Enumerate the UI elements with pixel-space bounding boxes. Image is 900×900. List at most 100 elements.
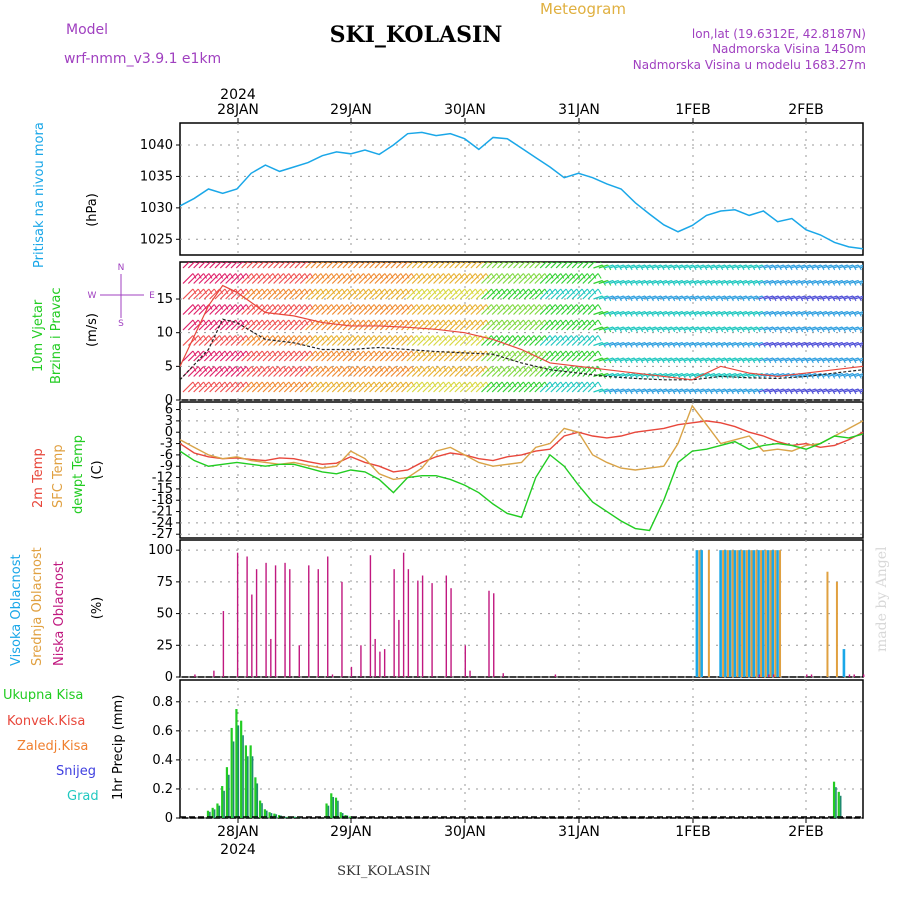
wind-barb bbox=[758, 341, 768, 347]
wind-barb-tick bbox=[256, 288, 261, 295]
wind-barb bbox=[427, 381, 439, 393]
wind-barb bbox=[187, 262, 196, 269]
cloud-ytick-label: 0 bbox=[165, 670, 173, 685]
wind-barb-tick bbox=[427, 304, 431, 310]
wind-barb bbox=[251, 350, 263, 362]
wind-barb-tick bbox=[245, 304, 250, 310]
wind-barb bbox=[395, 366, 407, 377]
wind-barb bbox=[721, 357, 731, 362]
wind-barb bbox=[534, 350, 546, 362]
wind-barb bbox=[411, 304, 423, 315]
wind-barb-tick bbox=[400, 350, 405, 357]
wind-barb bbox=[577, 366, 588, 377]
wind-barb-tick bbox=[475, 319, 479, 326]
wind-barb bbox=[283, 304, 295, 315]
wind-barb bbox=[502, 262, 510, 269]
wind-barb bbox=[379, 288, 391, 300]
low-cloud-bar bbox=[284, 562, 286, 677]
wind-barb-tick bbox=[203, 273, 208, 279]
wind-barb bbox=[758, 388, 768, 393]
low-cloud-bar bbox=[502, 673, 504, 677]
mid-cloud-bar bbox=[698, 550, 701, 677]
wind-barb bbox=[758, 326, 768, 331]
wind-barb bbox=[827, 341, 838, 347]
wind-barb-tick bbox=[869, 327, 872, 332]
wind-barb-tick bbox=[475, 288, 479, 295]
wind-barb bbox=[433, 350, 444, 362]
wind-barb bbox=[710, 357, 720, 362]
high-cloud-bar bbox=[724, 550, 727, 677]
wind-barb-tick bbox=[293, 335, 298, 341]
low-cloud-bar bbox=[488, 590, 490, 677]
wind-barb bbox=[203, 335, 215, 346]
wind-barb bbox=[603, 326, 614, 331]
wind-barb bbox=[358, 350, 370, 362]
wind-barb bbox=[502, 273, 514, 284]
wind-barb bbox=[849, 326, 859, 331]
wind-barb bbox=[779, 341, 790, 347]
wind-barb bbox=[603, 279, 614, 285]
wind-barb bbox=[598, 264, 608, 269]
wind-barb bbox=[246, 335, 258, 346]
wind-barb bbox=[795, 295, 806, 300]
wind-barb-tick bbox=[347, 288, 352, 295]
wind-barb bbox=[833, 310, 843, 316]
wind-barb bbox=[689, 326, 699, 331]
wind-barb bbox=[406, 366, 418, 377]
wind-barb-tick bbox=[493, 262, 495, 264]
bottom-time-axis: 28JAN 29JAN 30JAN 31JAN 1FEB 2FEB bbox=[217, 818, 824, 840]
wind-barb bbox=[507, 350, 519, 362]
wind-barb-tick bbox=[331, 350, 336, 357]
wind-barb bbox=[193, 335, 205, 346]
wind-barb bbox=[257, 262, 265, 269]
wind-barb bbox=[385, 366, 396, 377]
wind-barb bbox=[246, 273, 258, 284]
wind-barb bbox=[395, 381, 407, 393]
low-cloud-bar bbox=[450, 588, 452, 677]
wind-barb-tick bbox=[315, 381, 320, 388]
wind-barb-tick bbox=[416, 273, 421, 279]
wind-barb bbox=[523, 319, 535, 331]
wind-barb-tick bbox=[325, 350, 330, 357]
wind-barb-tick bbox=[549, 350, 554, 357]
wind-barb-tick bbox=[869, 296, 872, 301]
wind-barb-tick bbox=[213, 366, 218, 372]
wind-barb bbox=[353, 273, 365, 284]
wind-barb bbox=[566, 262, 574, 269]
wind-barb bbox=[646, 264, 656, 269]
wind-barb bbox=[550, 381, 562, 393]
pressure-ytick-label: 1040 bbox=[140, 138, 173, 153]
wind-barb-tick bbox=[512, 288, 517, 295]
wind-barb bbox=[502, 288, 514, 300]
wind-barb-tick bbox=[480, 304, 485, 310]
pressure-ytick-label: 1025 bbox=[140, 232, 173, 247]
wind-barb bbox=[529, 335, 540, 346]
wind-barb bbox=[305, 273, 317, 284]
wind-barb-tick bbox=[453, 350, 458, 357]
top-day-label: 30JAN bbox=[444, 102, 486, 118]
wind-barb bbox=[715, 310, 726, 316]
wind-barb bbox=[774, 357, 784, 362]
wind-barb bbox=[822, 279, 832, 285]
wind-barb-tick bbox=[581, 350, 586, 357]
wind-barb bbox=[619, 295, 630, 300]
wind-barbs bbox=[182, 262, 872, 395]
wind-barb-tick bbox=[368, 350, 373, 357]
wind-barb bbox=[209, 273, 221, 284]
wind-barb bbox=[827, 264, 838, 269]
wind-barb-tick bbox=[261, 350, 266, 357]
wind-barb-tick bbox=[203, 304, 208, 310]
wind-barb bbox=[763, 295, 774, 300]
wind-barb-tick bbox=[315, 350, 320, 357]
snow-precip-bar bbox=[218, 805, 221, 818]
wind-barb bbox=[475, 262, 484, 269]
wind-barb-tick bbox=[864, 358, 867, 363]
wind-barb bbox=[465, 304, 476, 315]
wind-barb bbox=[235, 273, 247, 284]
wind-barb-tick bbox=[213, 381, 218, 388]
low-cloud-bar bbox=[768, 674, 770, 677]
wind-barb-tick bbox=[368, 381, 373, 388]
wind-compass: N W E S bbox=[88, 263, 156, 329]
wind-barb-tick bbox=[251, 288, 256, 295]
wind-barb bbox=[379, 350, 391, 362]
